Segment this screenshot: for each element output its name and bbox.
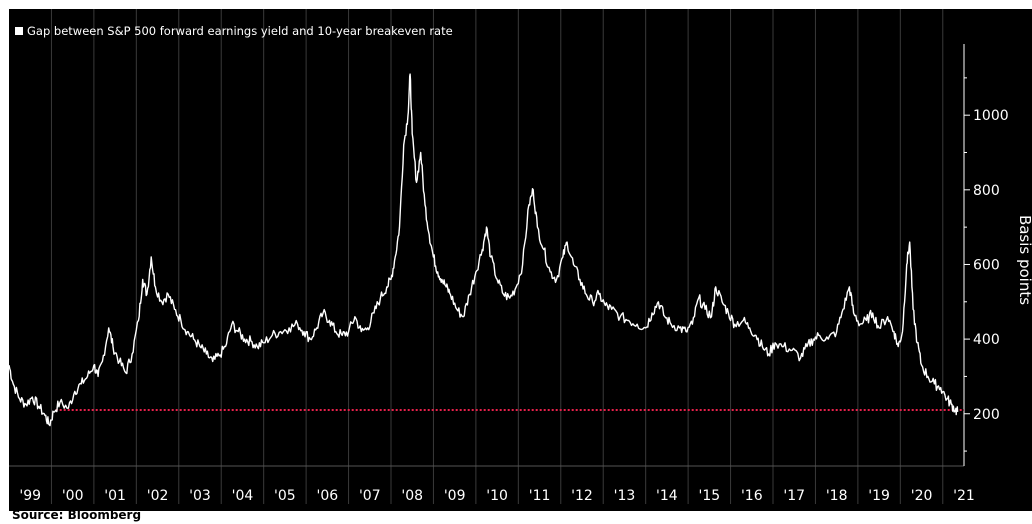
plot-background: [9, 9, 1032, 511]
y-tick-label: 1000: [973, 108, 1009, 124]
x-tick-label: '05: [274, 488, 296, 504]
x-tick-label: '07: [359, 488, 381, 504]
x-tick-label: '15: [698, 488, 720, 504]
x-tick-label: '19: [868, 488, 890, 504]
x-tick-label: '14: [656, 488, 678, 504]
x-tick-label: '06: [316, 488, 338, 504]
y-tick-label: 200: [973, 407, 1000, 423]
x-tick-label: '09: [444, 488, 466, 504]
x-tick-label: '01: [104, 488, 126, 504]
x-tick-label: '20: [911, 488, 933, 504]
y-tick-label: 600: [973, 257, 1000, 273]
y-axis-label: Basis points: [1016, 215, 1032, 305]
legend-label: Gap between S&P 500 forward earnings yie…: [27, 24, 453, 38]
gridlines: [50, 9, 944, 504]
legend-swatch: [15, 27, 23, 35]
x-tick-label: '10: [486, 488, 508, 504]
x-tick-label: '00: [62, 488, 84, 504]
x-tick-label: '02: [147, 488, 169, 504]
x-tick-label: '08: [401, 488, 423, 504]
legend: Gap between S&P 500 forward earnings yie…: [15, 24, 453, 38]
y-tick-label: 400: [973, 332, 1000, 348]
x-tick-label: '99: [19, 488, 41, 504]
x-tick-label: '17: [783, 488, 805, 504]
series-group: [8, 73, 959, 427]
series-line: [8, 73, 959, 427]
x-tick-label: '16: [741, 488, 763, 504]
x-tick-label: '11: [529, 488, 551, 504]
y-tick-label: 800: [973, 183, 1000, 199]
source-label: Source: Bloomberg: [12, 508, 142, 522]
x-tick-label: '03: [189, 488, 211, 504]
x-tick-label: '21: [953, 488, 975, 504]
x-tick-label: '04: [232, 488, 254, 504]
x-tick-label: '18: [826, 488, 848, 504]
axes: '99 '00 '01 '02 '03 '04 '05 '06 '07 '08 '09 '10 '11 '…: [9, 44, 1009, 504]
x-tick-label: '13: [614, 488, 636, 504]
x-tick-label: '12: [571, 488, 593, 504]
